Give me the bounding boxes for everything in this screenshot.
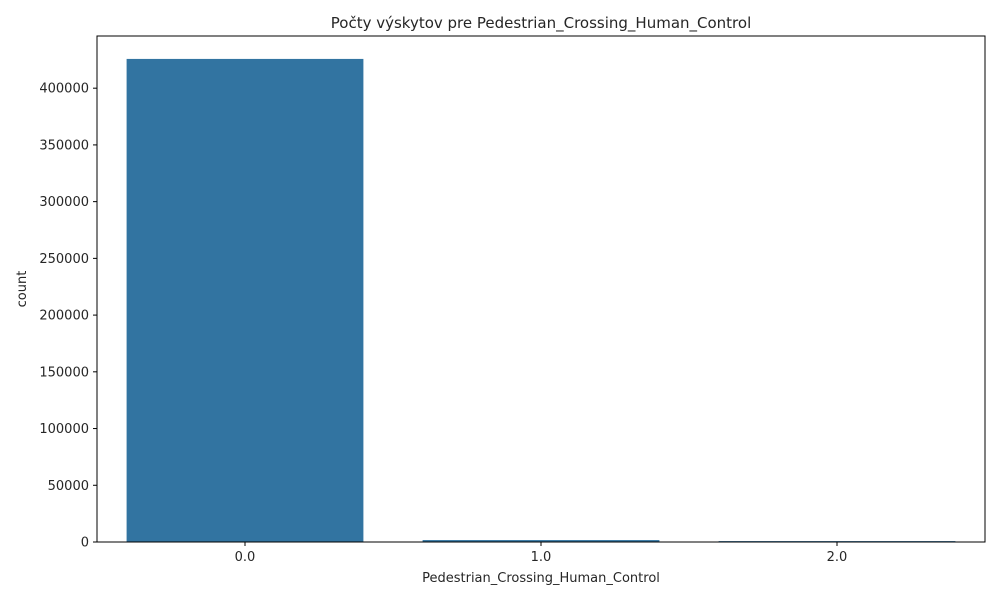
bar-0.0 — [126, 58, 364, 543]
y-tick-label: 150000 — [39, 365, 89, 380]
y-tick-label: 250000 — [39, 252, 89, 267]
bar-1.0 — [422, 540, 660, 542]
bars-group — [126, 58, 956, 543]
x-tick-label: 0.0 — [235, 550, 256, 565]
chart-title: Počty výskytov pre Pedestrian_Crossing_H… — [331, 14, 751, 33]
y-tick-label: 350000 — [39, 138, 89, 153]
plot-frame — [96, 35, 986, 543]
y-tick-label: 400000 — [39, 82, 89, 97]
y-tick-label: 100000 — [39, 422, 89, 437]
x-tick-label: 1.0 — [531, 550, 552, 565]
y-tick-label: 0 — [81, 536, 89, 551]
y-tick-label: 50000 — [48, 479, 89, 494]
y-tick-label: 300000 — [39, 195, 89, 210]
x-tick-label: 2.0 — [827, 550, 848, 565]
x-axis-label: Pedestrian_Crossing_Human_Control — [422, 571, 660, 586]
x-axis-ticks: 0.0 1.0 2.0 — [235, 542, 848, 565]
y-axis-label: count — [15, 271, 30, 308]
y-tick-label: 200000 — [39, 309, 89, 324]
y-axis-ticks: 0 50000 100000 150000 200000 250000 300000 3500… — [39, 82, 97, 551]
